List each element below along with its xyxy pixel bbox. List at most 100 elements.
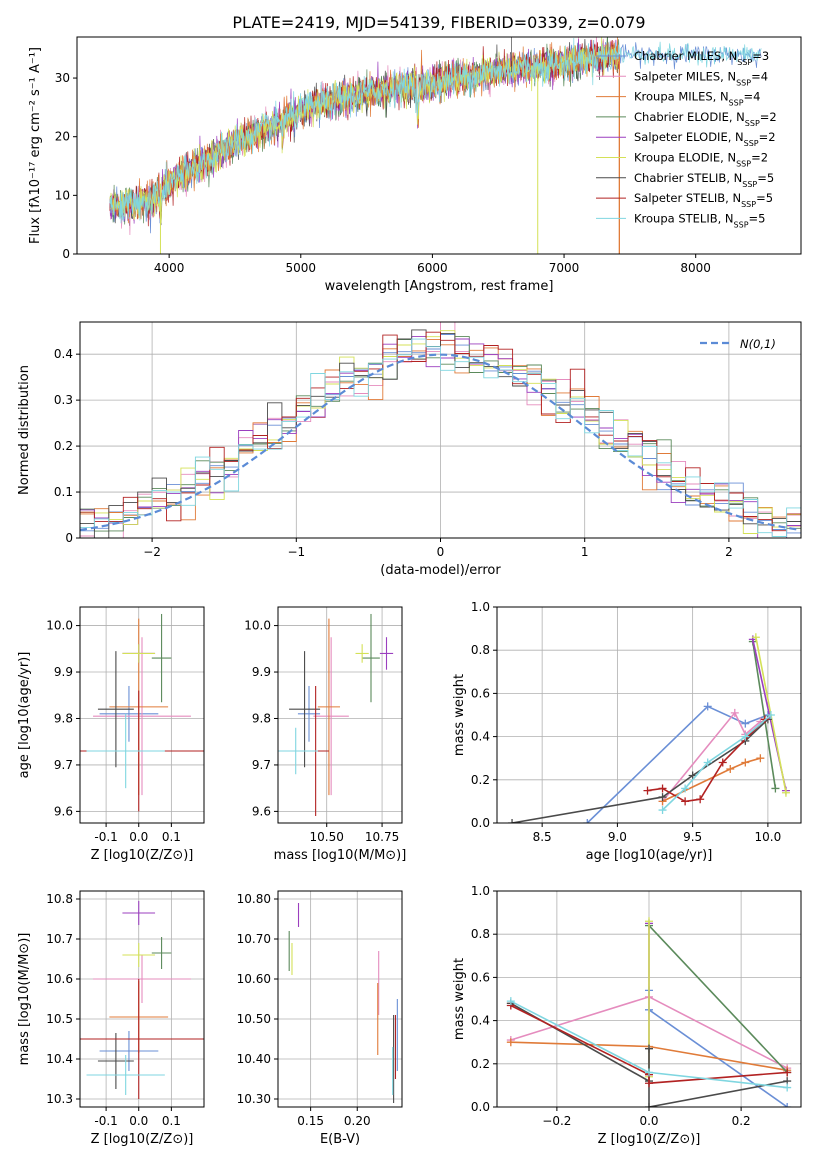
legend-label-kroupa_stelib: Kroupa STELIB, NSSP=5 [634,211,765,229]
y-tick-label: 10.6 [46,972,73,986]
axes-frame [496,606,802,824]
weight-marker-chabrier_stelib [645,1103,653,1107]
x-tick-label: 9.5 [683,830,702,844]
errorbars-age_vs_mass [278,613,394,817]
errorbar-kroupa_stelib [86,713,165,789]
weight-marker-kroupa_miles [726,765,735,773]
weight-marker-salpeter_miles [730,708,739,717]
y-tick-label: 9.8 [252,711,271,725]
weight-marker-chabrier_stelib [508,819,517,823]
weight-marker-salpeter_stelib [643,786,652,795]
weight-marker-kroupa_stelib [681,784,690,793]
axes-frame [496,890,802,1108]
weight-marker-kroupa_stelib [766,711,775,719]
errorbar-chabrier_miles [99,1031,159,1071]
axes-frame [277,606,403,824]
weight-marker-kroupa_stelib [645,1068,653,1077]
x-tick-label: −2 [143,545,161,559]
weight-marker-chabrier_miles [741,719,750,728]
errorbar-salpeter_miles [313,637,349,796]
panel-age_vs_mass: 10.50 10.75 9.6 9.7 9.8 9.9 10.0 mass [log10(M/… [244,606,407,863]
weight-marker-chabrier_stelib [688,771,697,780]
y-tick-label: 0.0 [471,816,490,830]
panel-age_vs_Z: -0.1 0.0 0.1 9.6 9.7 9.8 9.9 10.0 Z [log10(Z/Z⊙)… [17,606,205,863]
errorbar-chabrier_stelib [97,651,134,768]
x-tick-label: -0.1 [94,830,117,844]
y-tick-label: 9.9 [252,665,271,679]
weight-marker-kroupa_stelib [703,758,712,767]
axes-frame [79,890,205,1108]
y-tick-label: 9.7 [252,758,271,772]
y-axis-label: Flux [fλ10⁻¹⁷ erg cm⁻² s⁻¹ A⁻¹] [28,47,43,244]
legend-label-chabrier_elodie: Chabrier ELODIE, NSSP=2 [634,110,777,128]
y-tick-label: 0.2 [471,773,490,787]
axes-frame [79,321,802,539]
errorbar-chabrier_elodie [151,937,172,969]
x-tick-label: 0.20 [344,1114,371,1128]
panel-mass_weight_vs_Z: −0.2 0.0 0.2 0.0 0.2 0.4 0.6 0.8 1.0 Z [log10(Z/Z… [452,884,802,1147]
weight-marker-chabrier_miles [703,702,712,711]
x-tick-label: 0.0 [129,830,148,844]
legend-label-salpeter_elodie: Salpeter ELODIE, NSSP=2 [634,130,776,148]
x-axis-label: mass [log10(M/M⊙)] [274,848,407,863]
y-tick-label: 10.30 [237,1092,271,1106]
y-tick-label: 10.0 [46,619,73,633]
legend-label-salpeter_miles: Salpeter MILES, NSSP=4 [634,69,768,87]
y-tick-label: 10.4 [46,1052,73,1066]
y-tick-label: 0.4 [471,1014,490,1028]
x-tick-label: 0 [437,545,445,559]
errorbar-kroupa_stelib [278,727,318,775]
x-tick-label: 0.0 [639,1114,658,1128]
weight-marker-kroupa_elodie [645,917,653,926]
normal-curve [80,353,799,531]
legend-label-chabrier_stelib: Chabrier STELIB, NSSP=5 [634,171,774,189]
axes-frame [277,890,403,1108]
x-tick-label: 9.0 [608,830,627,844]
x-tick-label: 0.15 [297,1114,324,1128]
y-tick-label: 9.8 [54,711,73,725]
y-tick-label: 10.7 [46,932,73,946]
y-tick-label: 10.5 [46,1012,73,1026]
errorbar-salpeter_elodie [379,637,394,670]
residual-histograms [80,322,801,538]
lines-mass_weight_vs_Z [506,917,792,1107]
y-tick-label: 0.6 [471,970,490,984]
weight-line-kroupa_miles [662,757,761,803]
weight-marker-salpeter_stelib [658,784,667,793]
y-tick-label: 10.80 [237,892,271,906]
axes-frame [76,36,802,255]
y-tick-label: 10.40 [237,1052,271,1066]
y-tick-label: 20 [55,130,70,144]
errorbar-chabrier_miles [99,685,159,742]
errorbar-salpeter_stelib [80,979,204,1099]
x-tick-label: 4000 [154,261,185,275]
y-tick-label: 10.0 [244,619,271,633]
legend-label-kroupa_elodie: Kroupa ELODIE, NSSP=2 [634,151,768,169]
y-tick-label: 0.4 [54,347,73,361]
spectrum-legend: Chabrier MILES, NSSP=3 Salpeter MILES, NS… [596,49,777,229]
y-tick-label: 0.1 [54,485,73,499]
y-axis-label: age [log10(age/yr)] [17,652,32,779]
weight-marker-kroupa_elodie [751,633,760,642]
x-tick-label: 0.1 [162,1114,181,1128]
x-tick-label: 1 [581,545,589,559]
y-tick-label: 1.0 [471,600,490,614]
x-tick-label: 8.5 [533,830,552,844]
y-tick-label: 1.0 [471,884,490,898]
errorbar-chabrier_miles [297,685,321,742]
x-tick-label: 8000 [680,261,711,275]
weight-marker-kroupa_miles [756,754,765,763]
weight-line-chabrier_miles [586,705,769,823]
x-axis-label: E(B-V) [320,1132,360,1147]
x-tick-label: 7000 [549,261,580,275]
x-tick-label: 10.0 [755,830,782,844]
weight-marker-salpeter_stelib [681,797,690,806]
errorbar-chabrier_stelib [97,1033,134,1089]
errorbar-kroupa_elodie [122,943,156,967]
y-tick-label: 0.8 [471,927,490,941]
errorbar-kroupa_elodie [122,644,156,663]
panel-mass_weight_vs_age: 8.5 9.0 9.5 10.0 0.0 0.2 0.4 0.6 0.8 1.0 age [log1… [452,600,802,863]
weight-line-chabrier_elodie [752,641,777,789]
weight-marker-kroupa_stelib [741,732,750,741]
errorbar-chabrier_elodie [362,613,380,703]
